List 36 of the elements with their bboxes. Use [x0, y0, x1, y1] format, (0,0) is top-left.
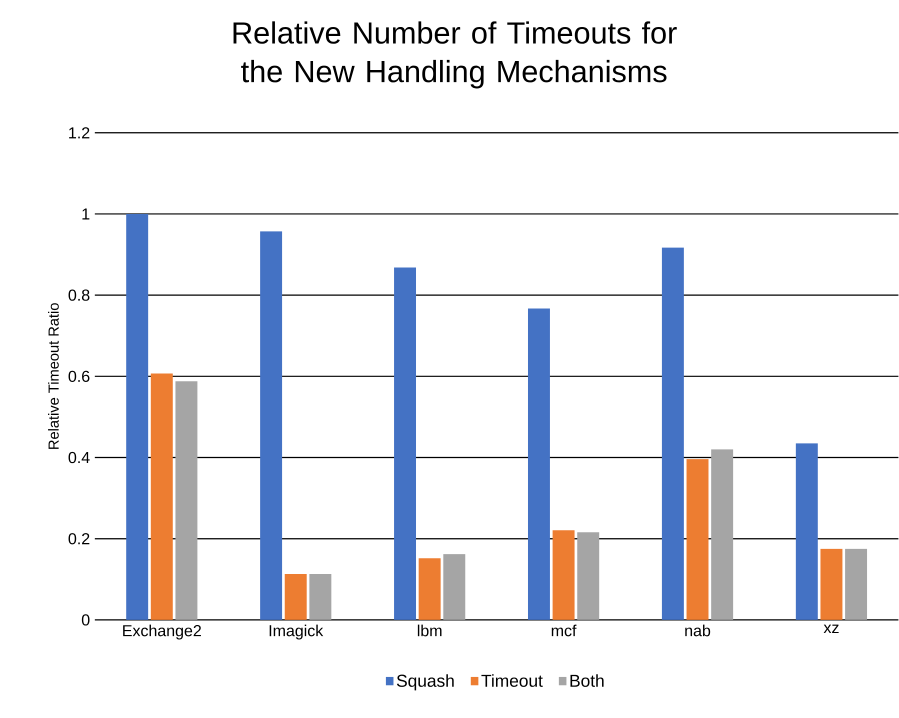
x-tick-label: nab — [685, 624, 710, 636]
bar — [394, 268, 416, 620]
y-tick-label: 0.6 — [68, 370, 90, 382]
legend-label: Squash — [396, 674, 454, 690]
bar — [528, 308, 550, 620]
bar — [820, 548, 842, 620]
bar — [845, 548, 868, 620]
x-tick-label: Exchange2 — [123, 624, 201, 640]
bar — [711, 450, 734, 620]
bar — [686, 459, 708, 620]
bar — [284, 574, 307, 620]
y-tick-label: 0.4 — [68, 452, 90, 464]
y-axis-title: Relative Timeout Ratio — [48, 303, 59, 450]
y-tick-label: 0.8 — [68, 290, 90, 301]
chart-title: Relative Number of Timeouts for the New Handling Mechanisms — [234, 21, 677, 89]
bar — [443, 554, 466, 620]
x-tick-label: mcf — [552, 624, 576, 636]
y-tick-label: 1 — [82, 208, 90, 220]
y-tick-label: 1.2 — [69, 127, 90, 138]
bar — [418, 558, 441, 620]
y-tick-label: 0 — [82, 614, 90, 626]
x-tick-label: lbm — [418, 624, 442, 636]
x-tick-label: Imagick — [270, 624, 324, 640]
bar — [577, 532, 600, 620]
bar — [309, 574, 332, 620]
legend-label: Timeout — [481, 674, 543, 688]
bar — [552, 530, 575, 620]
bar — [260, 232, 282, 620]
legend-label: Both — [570, 674, 604, 688]
y-tick-label: 0.2 — [68, 533, 90, 544]
bar — [175, 381, 198, 620]
bar — [662, 248, 684, 620]
bar — [796, 443, 818, 620]
bar — [126, 214, 148, 620]
x-tick-label: xz — [824, 624, 839, 634]
bar — [150, 374, 173, 620]
